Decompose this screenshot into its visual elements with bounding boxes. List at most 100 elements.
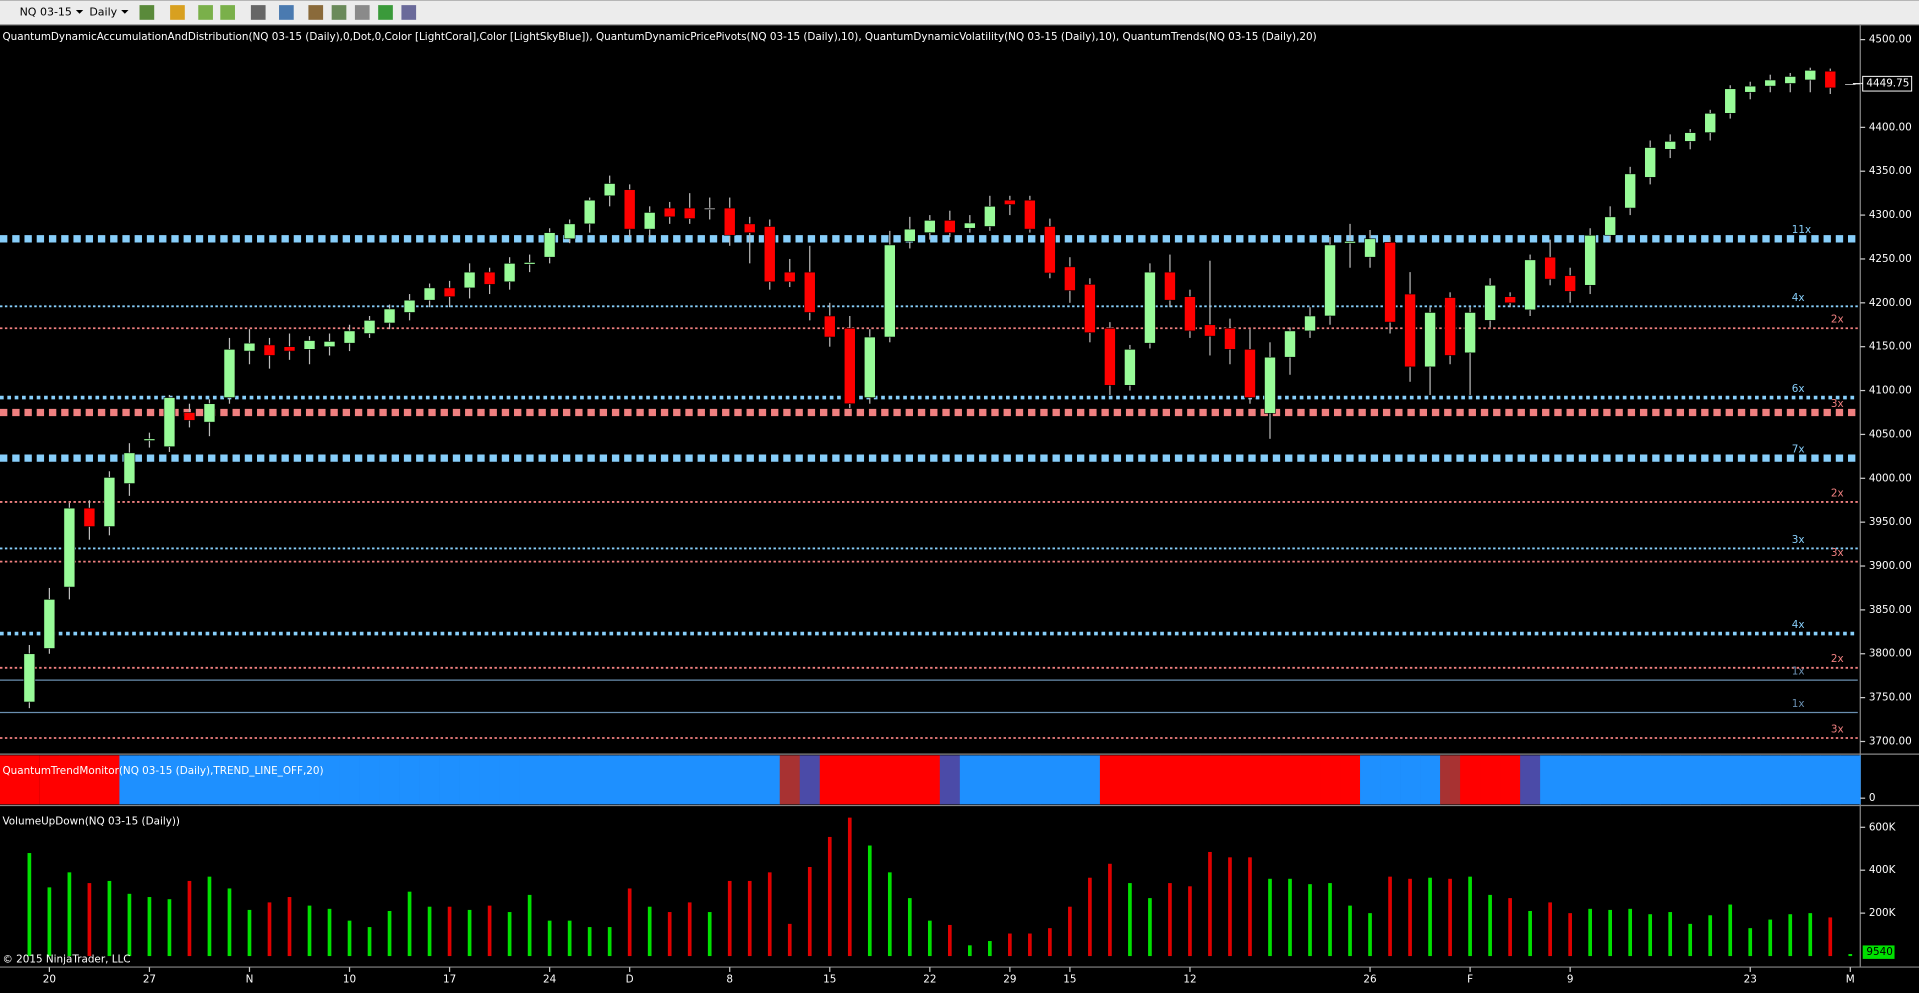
candle-body [303,340,316,350]
toolbar-icons [139,5,417,20]
indicators-icon[interactable] [308,5,324,20]
candle-body [1664,141,1677,150]
trend-cell [859,755,881,805]
candle-body [883,244,896,338]
bars-icon[interactable] [139,5,155,20]
level-label: 4x [1792,619,1805,631]
volume-bar [707,912,712,957]
trend-cell [1600,755,1621,805]
volume-bar [867,845,872,957]
x-tick-label: F [1467,973,1473,985]
volume-bar [1788,914,1793,957]
trend-cell [219,755,240,805]
trend-cell [799,755,821,805]
trend-cell [1680,755,1701,805]
trend-cell [1259,755,1281,805]
volume-bar [167,899,172,957]
volume-bar [247,909,252,957]
trend-cell [439,755,460,805]
trend-cell [1460,755,1481,805]
volume-bar [1308,884,1312,957]
trend-cell [599,755,621,805]
candle-body [1044,226,1056,274]
candle-body [1464,312,1476,354]
volume-bar [1128,883,1132,957]
y-tick-label: 3850.00 [1869,604,1912,616]
candle-body [1684,132,1697,142]
draw-icon[interactable] [170,5,185,20]
candle-body [1304,315,1316,332]
volume-bar [1388,876,1392,957]
x-tick-label: 15 [1063,973,1076,985]
volume-bar [827,836,832,957]
period-selector[interactable]: Daily [89,5,117,18]
volume-bar [807,866,812,957]
y-tick-label: 4000.00 [1869,472,1912,484]
trend-cell [1700,755,1721,805]
last-price-box [1862,75,1913,92]
volume-bar [47,887,52,957]
trend-cell [759,755,781,805]
trend-cell [1620,755,1641,805]
pointer-icon[interactable] [250,5,266,20]
volume-bar [1048,928,1052,957]
volume-bar [1508,898,1512,957]
export-icon[interactable] [401,5,417,20]
trend-cell [1300,755,1321,805]
volume-bar [367,927,372,957]
data-box-icon[interactable] [279,5,294,20]
candle-body [1744,85,1757,93]
instrument-selector[interactable]: NQ 03-15 [20,5,72,18]
y-tick-label: 3950.00 [1869,516,1912,528]
candle-body [643,212,656,230]
zoom-in-icon[interactable] [198,5,213,20]
candle-body [1804,70,1817,81]
volume-bar [1708,915,1713,957]
volume-bar [1348,905,1352,957]
zoom-out-icon[interactable] [220,5,235,20]
candle-body [1624,173,1636,209]
copyright: © 2015 NinjaTrader, LLC [2,954,130,966]
volume-bar [968,945,972,957]
trend-cell [59,755,80,805]
strategies-icon[interactable] [331,5,347,20]
volume-bar [767,872,772,957]
volume-bar [847,817,852,957]
volume-bar [1808,913,1813,957]
volume-bar [627,888,632,957]
candle-body [1184,296,1196,332]
trend-cell [1179,755,1201,805]
candle-body [103,477,116,527]
trend-cell [1440,755,1461,805]
properties-icon[interactable] [378,5,393,20]
candle-body [743,223,756,233]
candle-body [163,397,176,448]
trend-cell [1219,755,1241,805]
candle-body [623,189,636,230]
volume-tick-label: 600K [1869,821,1897,833]
candle-body [1504,296,1516,304]
volume-bar [947,924,952,957]
volume-bar [1068,906,1072,957]
trend-cell [839,755,861,805]
volume-bar [988,941,992,957]
volume-bar [207,876,212,957]
trend-cell [1420,755,1441,805]
volume-bar [107,880,112,957]
volume-bar [787,923,792,957]
candle-body [1724,88,1737,114]
volume-bar [687,902,692,957]
volume-bar [1328,883,1332,957]
volume-bar [1248,857,1252,957]
volume-bar [727,880,732,957]
trend-cell [1560,755,1581,805]
candle-body [463,271,476,289]
trend-cell [539,755,561,805]
volume-bar [387,910,392,957]
trend-cell [259,755,280,805]
trend-cell [959,755,981,805]
trend-cell [979,755,1001,805]
templates-icon[interactable] [354,5,370,20]
